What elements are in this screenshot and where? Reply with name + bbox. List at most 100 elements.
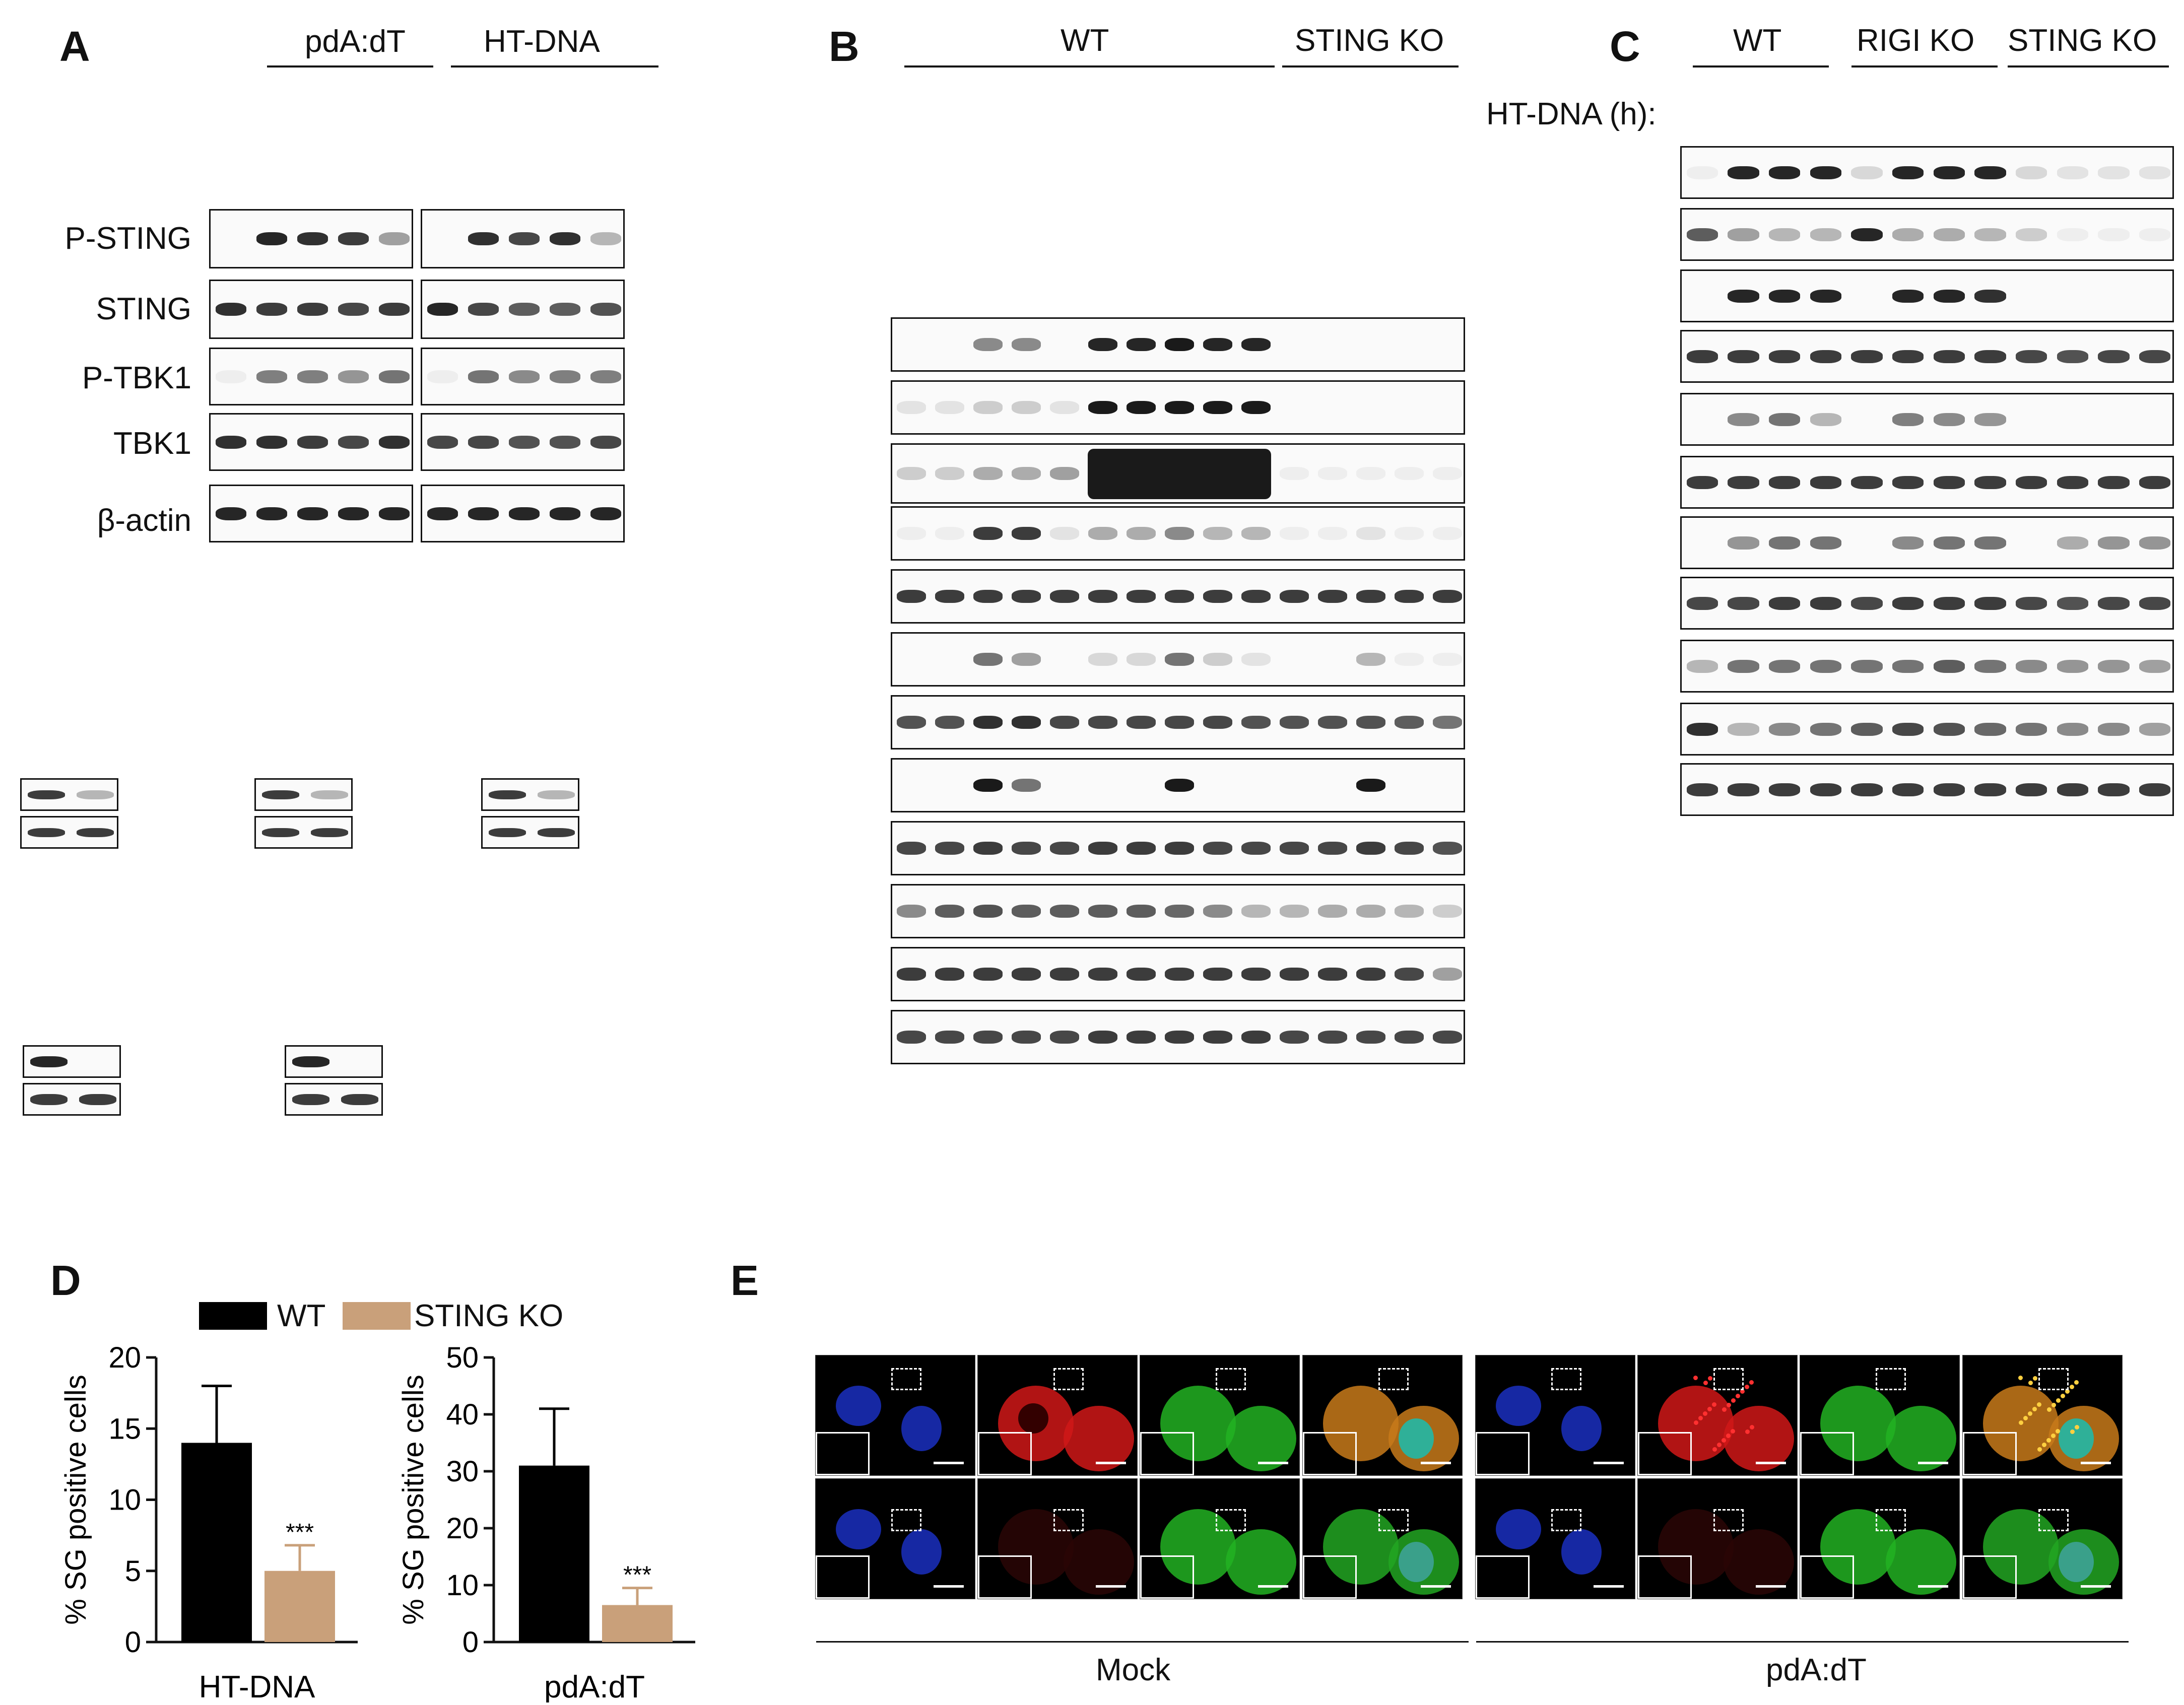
stress-granule xyxy=(2075,1425,2079,1429)
panel-a-kd-blot xyxy=(481,778,579,811)
blot-band xyxy=(1012,968,1041,981)
panel-e-micrograph xyxy=(977,1478,1138,1599)
blot-band xyxy=(1012,527,1041,540)
cell-body xyxy=(1323,1386,1399,1461)
zoom-inset xyxy=(1303,1555,1357,1599)
blot-band xyxy=(1318,467,1347,480)
stress-granule xyxy=(2051,1403,2056,1407)
scale-bar xyxy=(1258,1462,1288,1464)
blot-band xyxy=(1088,842,1117,855)
blot-band xyxy=(27,790,65,799)
blot-band xyxy=(215,370,247,383)
blot-band xyxy=(973,716,1003,729)
blot-band xyxy=(297,232,328,245)
cell-body xyxy=(1160,1509,1236,1585)
blot-band xyxy=(1356,842,1385,855)
blot-band xyxy=(1933,659,1965,673)
blot-band xyxy=(1686,783,1718,796)
blot-band xyxy=(1203,653,1232,666)
blot-band xyxy=(1728,289,1759,303)
blot-band xyxy=(1974,659,2006,673)
panel-a-blot-htdna xyxy=(421,413,625,471)
cell-body xyxy=(1561,1529,1602,1575)
panel-b-blot xyxy=(891,947,1465,1001)
blot-band xyxy=(215,303,247,316)
zoom-inset xyxy=(1800,1555,1855,1599)
stress-granule xyxy=(1726,1434,1731,1438)
cell-body xyxy=(901,1529,942,1575)
blot-band xyxy=(2057,166,2088,179)
blot-band xyxy=(1933,722,1965,736)
stress-granule xyxy=(1736,1394,1740,1398)
blot-band xyxy=(1165,842,1194,855)
blot-band xyxy=(488,828,526,837)
blot-band xyxy=(1318,968,1347,981)
blot-band xyxy=(1127,527,1156,540)
blot-band xyxy=(897,968,926,981)
panel-e-micrograph xyxy=(1637,1478,1798,1599)
blot-band xyxy=(1012,467,1041,480)
blot-band xyxy=(935,527,964,540)
legend-wt-swatch xyxy=(199,1302,267,1330)
blot-band xyxy=(1933,536,1965,550)
blot-band xyxy=(973,467,1003,480)
blot-band xyxy=(1769,783,1801,796)
zoom-inset xyxy=(978,1555,1032,1599)
blot-band xyxy=(1810,783,1841,796)
blot-band xyxy=(427,370,458,383)
blot-band xyxy=(1892,475,1924,489)
blot-band-saturated xyxy=(1088,449,1271,499)
blot-band xyxy=(1769,289,1801,303)
blot-band xyxy=(935,716,964,729)
panel-c-blot xyxy=(1680,456,2174,509)
stress-granule xyxy=(2046,1438,2051,1443)
blot-band xyxy=(1088,338,1117,351)
blot-band xyxy=(427,435,458,449)
blot-band xyxy=(1433,653,1462,666)
blot-band xyxy=(1088,653,1117,666)
blot-band xyxy=(1851,475,1883,489)
panel-e-micrograph xyxy=(977,1355,1138,1476)
stress-granule xyxy=(1722,1438,1726,1443)
scale-bar xyxy=(2081,1585,2111,1588)
blot-band xyxy=(1974,475,2006,489)
panel-e-condition-pdadt: pdA:dT xyxy=(1766,1653,1867,1687)
panel-c-blot xyxy=(1680,393,2174,446)
blot-band xyxy=(1728,783,1759,796)
blot-band xyxy=(468,232,499,245)
stress-granule xyxy=(1694,1420,1698,1425)
roi-box xyxy=(1713,1509,1744,1531)
panel-e-condition-mock: Mock xyxy=(1096,1653,1171,1687)
blot-band xyxy=(1395,653,1424,666)
zoom-inset xyxy=(1800,1432,1855,1475)
panel-b-blot xyxy=(891,380,1465,435)
blot-band xyxy=(1851,783,1883,796)
blot-band xyxy=(2139,475,2171,489)
blot-band xyxy=(1433,716,1462,729)
blot-band xyxy=(1012,653,1041,666)
blot-band xyxy=(256,370,288,383)
blot-band xyxy=(2057,722,2088,736)
blot-band xyxy=(1203,905,1232,918)
zoom-inset xyxy=(1638,1555,1692,1599)
blot-band xyxy=(1686,350,1718,363)
blot-band xyxy=(2098,475,2130,489)
blot-band xyxy=(1050,527,1079,540)
roi-box xyxy=(891,1509,921,1531)
panel-c-blot xyxy=(1680,208,2174,261)
zoom-inset xyxy=(1963,1432,2017,1475)
scale-bar xyxy=(1421,1585,1451,1588)
blot-band xyxy=(1892,289,1924,303)
blot-band xyxy=(1810,166,1841,179)
blot-band xyxy=(1933,783,1965,796)
stress-granule xyxy=(1749,1380,1754,1385)
blot-band xyxy=(1241,1031,1271,1044)
stress-granule xyxy=(1727,1403,1731,1407)
panel-b-blot xyxy=(891,695,1465,749)
blot-band xyxy=(1203,968,1232,981)
blot-band xyxy=(1088,905,1117,918)
scale-bar xyxy=(1594,1585,1624,1588)
blot-band xyxy=(1728,475,1759,489)
cell-body xyxy=(1820,1509,1896,1585)
blot-band xyxy=(1769,536,1801,550)
